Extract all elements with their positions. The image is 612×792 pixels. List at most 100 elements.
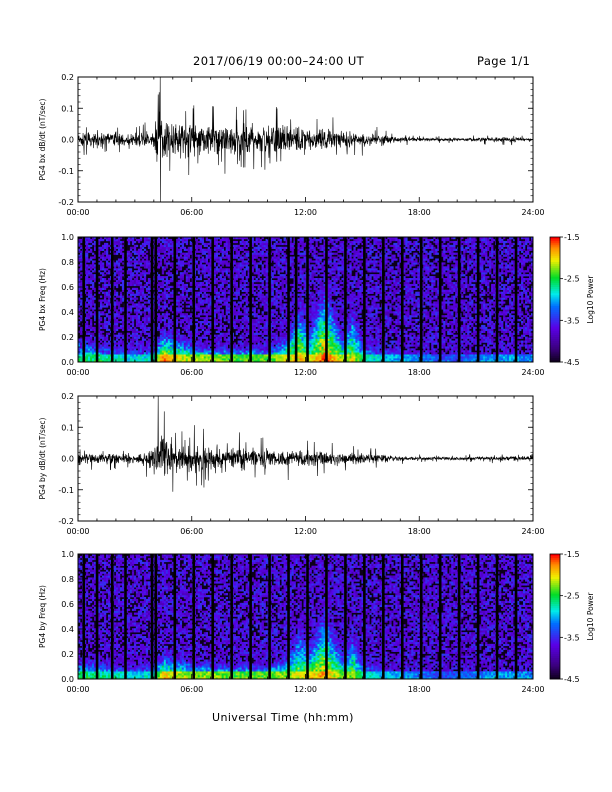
- spectrogram-cell: [245, 344, 248, 347]
- spectrogram-cell: [183, 340, 187, 343]
- spectrogram-cell: [225, 332, 228, 335]
- spectrogram-cell: [199, 352, 203, 355]
- spectrogram-cell: [187, 340, 191, 343]
- spectrogram-cell: [243, 356, 246, 359]
- spectrogram-cell: [213, 281, 216, 285]
- spectrogram-cell: [239, 246, 242, 250]
- spectrogram-cell: [243, 352, 246, 355]
- spectrogram-cell: [275, 330, 278, 333]
- spectrogram-cell: [245, 313, 248, 316]
- spectrogram-cell: [89, 358, 93, 361]
- spectrogram-cell: [171, 246, 175, 250]
- spectrogram-cell: [159, 358, 163, 361]
- spectrogram-cell: [227, 342, 230, 345]
- spectrogram-cell: [91, 313, 95, 316]
- spectrogram-cell: [85, 303, 89, 306]
- spectrogram-cell: [185, 301, 189, 304]
- spectrogram-cell: [271, 303, 274, 306]
- spectrogram-cell: [221, 283, 224, 287]
- spectrogram-cell: [85, 320, 89, 324]
- spectrogram-cell: [223, 360, 226, 363]
- spectrogram-cell: [131, 305, 135, 308]
- spectrogram-cell: [103, 336, 107, 339]
- spectrogram-cell: [277, 328, 280, 332]
- spectrogram-cell: [135, 262, 139, 265]
- spectrogram-cell: [133, 287, 137, 291]
- spectrogram-cell: [271, 279, 274, 283]
- spectrogram-cell: [283, 252, 286, 255]
- spectrogram-cell: [147, 281, 151, 285]
- spectrogram-cell: [125, 256, 129, 259]
- spectrogram-cell: [205, 268, 209, 271]
- spectrogram-cell: [283, 293, 286, 296]
- spectrogram-cell: [139, 354, 143, 357]
- spectrogram-cell: [85, 238, 89, 242]
- spectrogram-cell: [209, 276, 213, 279]
- spectrogram-cell: [177, 295, 181, 298]
- spectrogram-cell: [219, 289, 222, 292]
- spectrogram-cell: [215, 350, 218, 353]
- spectrogram-cell: [85, 326, 89, 330]
- spectrogram-cell: [171, 258, 175, 261]
- spectrogram-cell: [179, 346, 183, 349]
- spectrogram-cell: [125, 295, 129, 298]
- spectrogram-cell: [103, 237, 107, 240]
- spectrogram-cell: [251, 276, 254, 279]
- spectrogram-cell: [97, 252, 101, 255]
- spectrogram-cell: [209, 250, 213, 253]
- spectrogram-cell: [105, 322, 109, 326]
- spectrogram-cell: [281, 279, 284, 283]
- spectrogram-cell: [279, 289, 282, 292]
- spectrogram-cell: [241, 289, 244, 292]
- spectrogram-cell: [101, 344, 105, 347]
- spectrogram-cell: [179, 307, 183, 310]
- spectrogram-cell: [245, 330, 248, 333]
- spectrogram-cell: [183, 256, 187, 259]
- spectrogram-cell: [221, 281, 224, 285]
- spectrogram-cell: [225, 358, 228, 361]
- spectrogram-cell: [179, 287, 183, 291]
- spectrogram-cell: [137, 319, 141, 322]
- spectrogram-cell: [115, 356, 119, 359]
- spectrogram-cell: [199, 244, 203, 248]
- spectrogram-cell: [227, 264, 230, 267]
- spectrogram-cell: [143, 248, 147, 251]
- spectrogram-cell: [257, 317, 260, 320]
- spectrogram-cell: [197, 246, 201, 250]
- spectrogram-cell: [125, 287, 129, 291]
- spectrogram-cell: [217, 293, 220, 296]
- spectrogram-cell: [251, 266, 254, 269]
- spectrogram-cell: [209, 287, 213, 291]
- spectrogram-cell: [187, 262, 191, 265]
- spectrogram-cell: [83, 346, 87, 349]
- spectrogram-cell: [175, 301, 179, 304]
- spectrogram-cell: [101, 324, 105, 328]
- spectrogram-cell: [113, 350, 117, 353]
- spectrogram-cell: [235, 313, 238, 316]
- spectrogram-cell: [265, 342, 268, 345]
- spectrogram-cell: [157, 254, 161, 257]
- spectrogram-cell: [135, 315, 139, 318]
- spectrogram-cell: [91, 344, 95, 347]
- spectrogram-cell: [243, 358, 246, 361]
- spectrogram-cell: [257, 352, 260, 355]
- spectrogram-cell: [145, 342, 149, 345]
- spectrogram-cell: [87, 238, 91, 242]
- spectrogram-cell: [157, 237, 161, 240]
- spectrogram-cell: [143, 332, 147, 335]
- spectrogram-cell: [157, 317, 161, 320]
- spectrogram-cell: [141, 299, 145, 302]
- spectrogram-cell: [113, 309, 117, 312]
- spectrogram-cell: [261, 338, 264, 341]
- spectrogram-cell: [175, 334, 179, 337]
- spectrogram-cell: [103, 244, 107, 248]
- spectrogram-cell: [213, 350, 216, 353]
- spectrogram-cell: [78, 238, 81, 242]
- spectrogram-cell: [97, 358, 101, 361]
- spectrogram-cell: [253, 356, 256, 359]
- spectrogram-cell: [139, 342, 143, 345]
- spectrogram-cell: [181, 354, 185, 357]
- spectrogram-cell: [78, 281, 81, 285]
- spectrogram-cell: [281, 287, 284, 291]
- spectrogram-cell: [185, 258, 189, 261]
